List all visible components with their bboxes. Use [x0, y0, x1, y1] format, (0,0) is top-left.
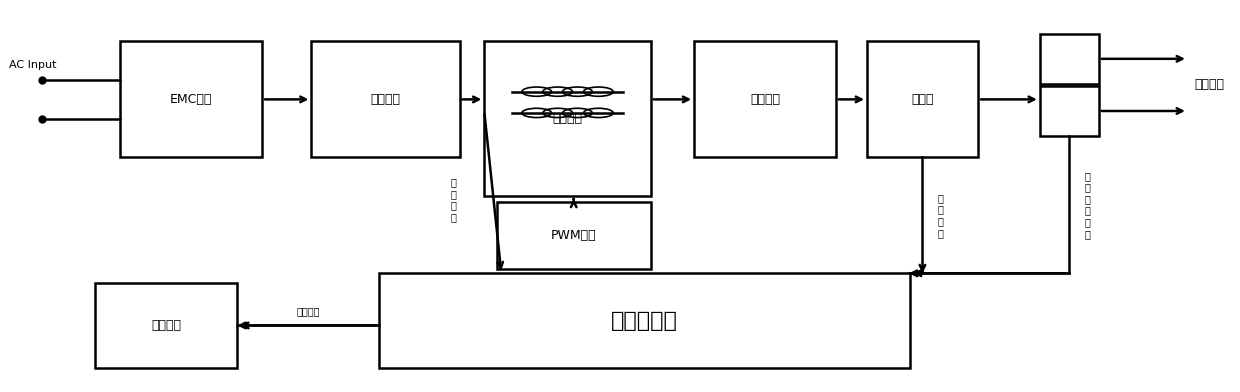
Text: PWM控制: PWM控制	[551, 229, 596, 242]
Bar	[379, 273, 910, 368]
Text: 散热风扇: 散热风扇	[151, 319, 181, 332]
Text: 电
压
电
流
采
集: 电 压 电 流 采 集	[1084, 171, 1090, 239]
Text: 功率变换: 功率变换	[553, 112, 583, 125]
Text: 温
度
采
集: 温 度 采 集	[450, 178, 456, 222]
Bar	[120, 42, 262, 157]
Bar	[484, 42, 651, 196]
Bar	[1039, 34, 1099, 84]
Bar	[496, 202, 651, 269]
Text: 充电接口: 充电接口	[1194, 78, 1224, 91]
Text: EMC滤波: EMC滤波	[170, 93, 212, 106]
Text: 控制信号: 控制信号	[296, 306, 320, 316]
Bar	[95, 283, 237, 368]
Bar	[694, 42, 836, 157]
Text: 整流输出: 整流输出	[750, 93, 780, 106]
Bar	[1039, 86, 1099, 136]
Text: 继电器: 继电器	[911, 93, 934, 106]
Bar	[867, 42, 978, 157]
Text: 检
测
信
号: 检 测 信 号	[937, 193, 944, 238]
Text: AC Input: AC Input	[9, 60, 57, 70]
Text: 单片机模块: 单片机模块	[611, 310, 678, 330]
Bar	[311, 42, 460, 157]
Text: 整流滤波: 整流滤波	[371, 93, 401, 106]
